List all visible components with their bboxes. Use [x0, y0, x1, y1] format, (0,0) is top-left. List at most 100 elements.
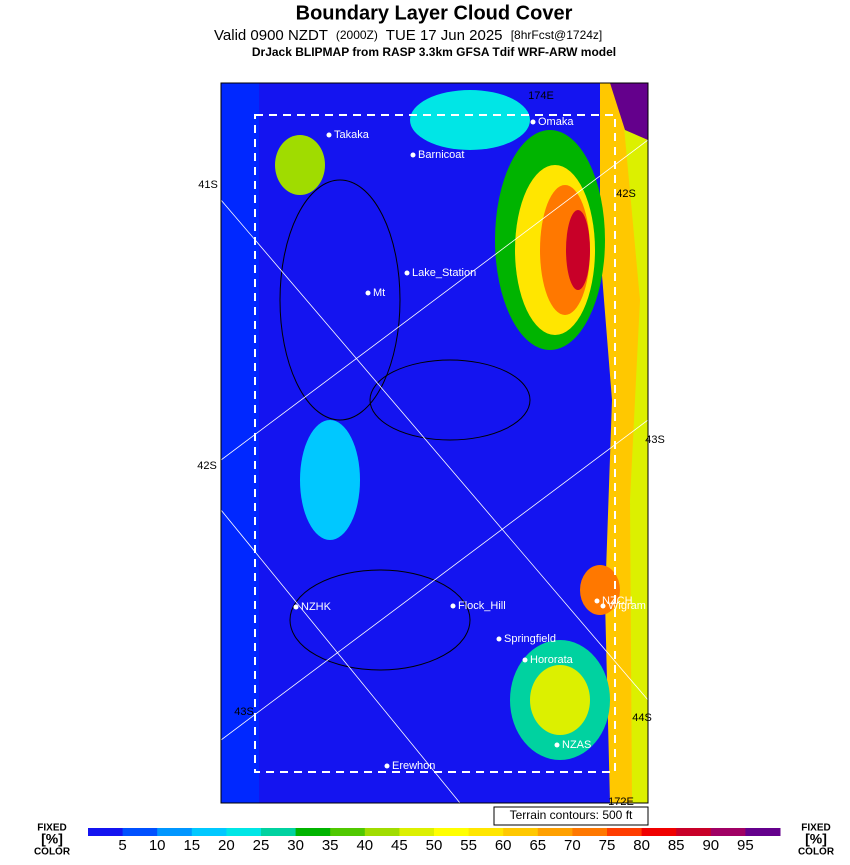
colorbar-swatch — [503, 828, 539, 836]
site-label: Flock_Hill — [458, 600, 506, 612]
colorbar-tick-label: 5 — [118, 837, 126, 854]
cloud-band — [620, 83, 648, 803]
site-dot — [522, 657, 528, 663]
title: Boundary Layer Cloud Cover — [296, 2, 573, 24]
terrain-note: Terrain contours: 500 ft — [510, 808, 633, 822]
colorbar-tick-label: 95 — [737, 837, 754, 854]
colorbar-swatch — [226, 828, 262, 836]
colorbar-swatch — [710, 828, 746, 836]
colorbar-tick-label: 75 — [599, 837, 616, 854]
map-frame — [220, 82, 649, 804]
site-dot — [384, 763, 390, 769]
site-label: Springfield — [504, 633, 556, 645]
graticule — [221, 199, 648, 701]
site-label: NZCH — [602, 595, 633, 607]
colorbar-caption: FIXED — [37, 823, 66, 834]
latlon-label: 174E — [528, 90, 554, 102]
latlon-label: 42S — [616, 188, 636, 200]
forecast: [8hrFcst@1724z] — [511, 28, 603, 42]
colorbar-swatch — [641, 828, 677, 836]
colorbar-caption: FIXED — [801, 823, 830, 834]
site-label: Erewhon — [392, 760, 435, 772]
colorbar-swatch — [330, 828, 366, 836]
colorbar-tick-label: 45 — [391, 837, 408, 854]
site-dot — [365, 290, 371, 296]
colorbar-tick-label: 80 — [633, 837, 650, 854]
site-dot — [594, 598, 600, 604]
date: TUE 17 Jun 2025 — [386, 27, 503, 44]
site-dot — [326, 132, 332, 138]
latlon-label: 44S — [632, 712, 652, 724]
cloud-blob — [530, 665, 590, 735]
colorbar-tick-label: 25 — [253, 837, 270, 854]
site-label: Mt — [373, 287, 385, 299]
site-label: Lake_Station — [412, 267, 476, 279]
colorbar-tick-label: 50 — [426, 837, 443, 854]
cloud-blob — [300, 420, 360, 540]
colorbar-caption: [%] — [41, 831, 63, 847]
map-field — [221, 83, 648, 803]
domain-box — [254, 114, 616, 773]
terrain-contour — [369, 359, 531, 441]
colorbar-tick-label: 90 — [702, 837, 719, 854]
colorbar-swatch — [191, 828, 227, 836]
site-dot — [410, 152, 416, 158]
terrain-note-box — [493, 806, 649, 826]
cloud-band — [610, 83, 648, 140]
sites: Takaka Barnicoat Omaka Lake_Station Mt NZHK Fl… — [293, 116, 646, 772]
cloud-blob — [580, 565, 620, 615]
colorbar-swatch — [88, 828, 124, 836]
site-label: NZHK — [301, 601, 332, 613]
colorbar-tick-label: 15 — [183, 837, 200, 854]
latlon-label: 42S — [197, 460, 217, 472]
subtitle: Valid 0900 NZDT (2000Z) TUE 17 Jun 2025 … — [214, 27, 602, 44]
colorbar-swatch — [676, 828, 712, 836]
site-label: NZAS — [562, 739, 591, 751]
colorbar-tick-label: 70 — [564, 837, 581, 854]
colorbar-swatch — [157, 828, 193, 836]
site-label: Wigram — [608, 600, 646, 612]
colorbar-caption: COLOR — [798, 847, 835, 858]
cloud-blob — [410, 90, 530, 150]
site-dot — [404, 270, 410, 276]
colorbar-caption: COLOR — [34, 847, 71, 858]
site-dot — [600, 603, 606, 609]
latlon-label: 43S — [645, 434, 665, 446]
colorbar-swatch — [537, 828, 573, 836]
colorbar-tick-label: 35 — [322, 837, 339, 854]
site-dot — [293, 604, 299, 610]
colorbar-tick-label: 40 — [356, 837, 373, 854]
colorbar: 5 10 15 20 25 30 35 40 45 50 55 60 65 70 75 80 85 90 95 FIX… — [34, 823, 835, 858]
site-dot — [496, 636, 502, 642]
site-dot — [530, 119, 536, 125]
colorbar-swatch — [745, 828, 781, 836]
latlon-label: 172E — [608, 796, 634, 808]
site-label: Takaka — [334, 129, 370, 141]
colorbar-swatch — [295, 828, 331, 836]
colorbar-caption: [%] — [805, 831, 827, 847]
colorbar-swatch — [572, 828, 608, 836]
latlon-labels: 41S 42S 43S 42S 43S 44S 174E 172E — [197, 90, 665, 808]
site-dot — [450, 603, 456, 609]
colorbar-swatch — [607, 828, 643, 836]
cloud-blob — [275, 135, 325, 195]
graticule — [221, 419, 648, 741]
colorbar-tick-label: 10 — [149, 837, 166, 854]
site-label: Omaka — [538, 116, 574, 128]
colorbar-tick-label: 20 — [218, 837, 235, 854]
site-label: Barnicoat — [418, 149, 464, 161]
terrain-contour — [289, 569, 471, 671]
colorbar-swatch — [399, 828, 435, 836]
latlon-label: 41S — [198, 179, 218, 191]
sea — [221, 83, 259, 803]
colorbar-swatch — [434, 828, 470, 836]
colorbar-swatch — [364, 828, 400, 836]
site-dot — [554, 742, 560, 748]
graticule — [221, 139, 648, 461]
valid: Valid 0900 NZDT — [214, 27, 328, 44]
colorbar-swatch — [261, 828, 297, 836]
cloud-blob — [566, 210, 590, 290]
utc: (2000Z) — [336, 28, 378, 42]
